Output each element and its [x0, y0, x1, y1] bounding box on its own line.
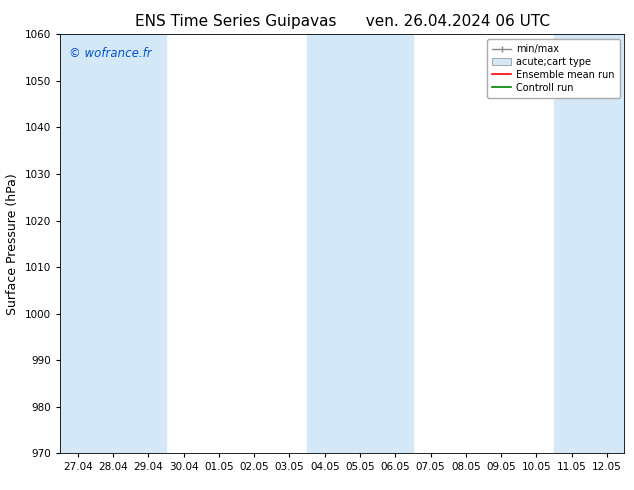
Y-axis label: Surface Pressure (hPa): Surface Pressure (hPa) — [6, 173, 20, 315]
Title: ENS Time Series Guipavas      ven. 26.04.2024 06 UTC: ENS Time Series Guipavas ven. 26.04.2024… — [135, 14, 550, 29]
Bar — [554, 34, 624, 453]
Legend: min/max, acute;cart type, Ensemble mean run, Controll run: min/max, acute;cart type, Ensemble mean … — [487, 39, 619, 98]
Bar — [60, 34, 166, 453]
Bar — [307, 34, 413, 453]
Text: © wofrance.fr: © wofrance.fr — [68, 47, 152, 60]
